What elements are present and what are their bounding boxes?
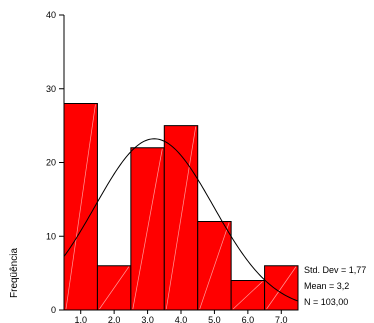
x-tick-label: 1,0	[74, 315, 87, 323]
y-tick-label: 20	[46, 158, 56, 168]
x-tick-label: 7,0	[275, 315, 288, 323]
y-tick-label: 10	[46, 231, 56, 241]
bar-highlight	[132, 148, 163, 310]
stat-n: N = 103,00	[304, 297, 348, 307]
y-tick-label: 40	[46, 10, 56, 20]
y-tick-label: 0	[51, 305, 56, 315]
axes-group: 0 10 20 30 40 1,0 2,0 3,0 4,0 5,0 6,0 7,0	[46, 10, 298, 323]
bar-highlight	[266, 266, 297, 310]
x-tick-label: 4,0	[175, 315, 188, 323]
x-tick-label: 5,0	[208, 315, 221, 323]
bar-highlight	[232, 281, 263, 310]
normal-curve	[63, 138, 299, 302]
x-tick-label: 3,0	[141, 315, 154, 323]
bar-highlight	[199, 222, 230, 310]
stat-std-dev: Std. Dev = 1,77	[304, 265, 366, 275]
x-tick-label: 6,0	[242, 315, 255, 323]
y-axis-label: Freqüência	[9, 248, 20, 298]
bars-group	[63, 103, 299, 311]
stat-mean: Mean = 3,2	[304, 281, 349, 291]
bar-highlight	[165, 126, 197, 310]
y-tick-label: 30	[46, 84, 56, 94]
bar-highlight	[65, 104, 96, 310]
bar-highlight	[99, 266, 130, 310]
x-tick-label: 2,0	[108, 315, 121, 323]
